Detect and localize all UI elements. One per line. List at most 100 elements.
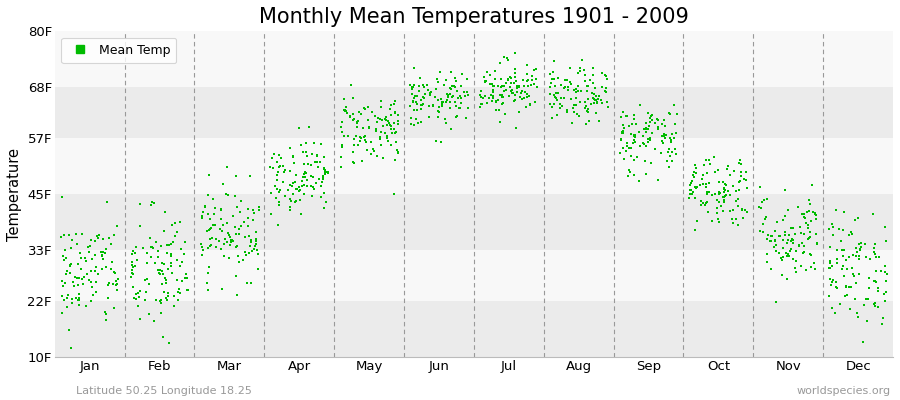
Point (516, 76, 530, 83)
Point (124, 259, 139, 266)
Point (459, 115, 473, 122)
Point (500, 76, 515, 82)
Point (651, 177, 665, 183)
Point (616, 125, 631, 132)
Point (83, 243, 97, 249)
Point (170, 297, 184, 304)
Point (872, 254, 886, 260)
Point (850, 309, 864, 316)
Point (153, 242, 167, 249)
Point (698, 181, 713, 188)
Point (842, 254, 856, 260)
Point (589, 96, 603, 103)
Point (202, 264, 216, 270)
Point (774, 257, 788, 264)
Point (346, 160, 361, 166)
Point (371, 115, 385, 122)
Point (166, 238, 180, 245)
Point (595, 99, 609, 106)
Point (203, 216, 218, 222)
Point (731, 202, 745, 209)
Point (624, 144, 638, 151)
Point (480, 68, 494, 75)
Point (378, 129, 392, 136)
Point (306, 174, 320, 180)
Point (248, 228, 263, 235)
Point (152, 270, 166, 276)
Point (759, 213, 773, 220)
Point (876, 315, 890, 322)
Point (840, 266, 854, 272)
Point (229, 173, 243, 180)
Point (795, 239, 809, 246)
Point (97, 250, 112, 256)
Point (453, 93, 467, 100)
Point (443, 104, 457, 111)
Point (379, 114, 393, 120)
Point (699, 157, 714, 163)
Point (482, 95, 497, 102)
Point (151, 267, 166, 274)
Point (851, 314, 866, 320)
Point (824, 282, 839, 289)
Point (778, 250, 793, 256)
Point (618, 148, 633, 154)
Point (335, 142, 349, 148)
Point (362, 124, 376, 131)
Point (99, 246, 113, 252)
Point (778, 228, 792, 235)
Point (316, 176, 330, 182)
Point (725, 183, 740, 190)
Point (530, 84, 544, 90)
Point (369, 128, 383, 134)
Point (384, 130, 399, 136)
Point (788, 248, 803, 254)
Point (791, 242, 806, 249)
Point (627, 139, 642, 145)
Point (721, 188, 735, 195)
Point (802, 234, 816, 241)
Point (626, 112, 641, 118)
Point (780, 207, 795, 213)
Point (430, 97, 445, 103)
Point (449, 112, 464, 119)
Point (207, 211, 221, 217)
Point (518, 83, 532, 89)
Point (560, 109, 574, 116)
Point (232, 259, 247, 265)
Point (688, 164, 703, 171)
Point (657, 117, 671, 123)
Point (523, 101, 537, 108)
Point (272, 202, 286, 208)
Point (433, 96, 447, 102)
Point (599, 85, 614, 92)
Point (153, 271, 167, 277)
Point (584, 101, 598, 107)
Point (128, 262, 142, 269)
Point (441, 92, 455, 99)
Point (62, 262, 77, 268)
Point (351, 108, 365, 115)
Point (708, 191, 723, 198)
Point (367, 148, 382, 154)
Point (194, 251, 209, 258)
Point (80, 271, 94, 277)
Point (682, 187, 697, 193)
Point (784, 225, 798, 232)
Point (669, 151, 683, 157)
Point (837, 246, 851, 253)
Point (550, 96, 564, 103)
Point (693, 198, 707, 204)
Point (699, 198, 714, 205)
Point (739, 168, 753, 175)
Point (338, 104, 353, 110)
Point (438, 77, 453, 83)
Point (653, 150, 668, 156)
Point (861, 296, 876, 302)
Point (508, 97, 522, 103)
Point (138, 277, 152, 284)
Point (567, 86, 581, 93)
Point (728, 198, 742, 204)
Point (354, 111, 368, 118)
Point (146, 245, 160, 251)
